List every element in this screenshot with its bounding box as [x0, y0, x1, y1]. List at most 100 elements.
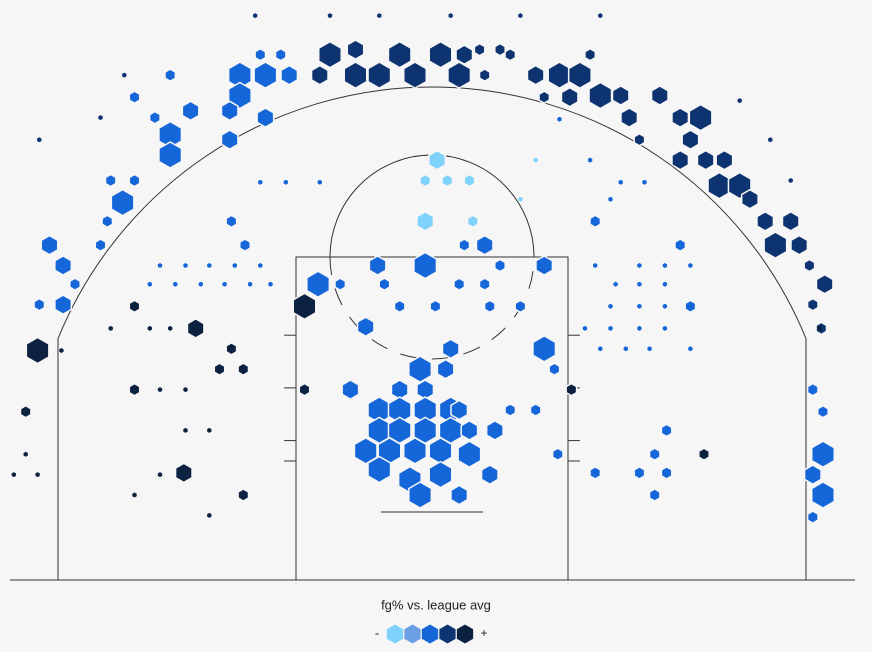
hex [157, 263, 163, 268]
hex [132, 492, 137, 498]
hex [441, 338, 460, 360]
hex [122, 72, 127, 78]
hex [237, 362, 250, 377]
hex [356, 316, 375, 338]
hex [441, 173, 454, 188]
hex [463, 173, 476, 188]
hex [518, 13, 523, 19]
hex [11, 472, 16, 478]
hex [436, 358, 455, 380]
hex [618, 179, 623, 185]
hex [598, 346, 603, 352]
hex [69, 277, 81, 292]
hex [377, 13, 382, 19]
hex [455, 44, 474, 66]
legend-title: fg% vs. league avg [381, 597, 491, 612]
hex [740, 188, 759, 210]
legend-swatch [438, 623, 457, 645]
hex [529, 403, 542, 417]
hex [147, 281, 152, 287]
hex [413, 251, 438, 280]
hex [222, 281, 227, 287]
hex [698, 447, 710, 462]
hex [688, 346, 693, 352]
hex [485, 420, 504, 441]
hex [478, 277, 491, 292]
hex [298, 382, 311, 397]
hex [480, 464, 499, 485]
hex [620, 107, 639, 128]
hex [608, 196, 613, 202]
hex [164, 68, 177, 82]
hex [660, 423, 673, 438]
hex [353, 436, 378, 465]
hex [608, 325, 613, 331]
hex [526, 64, 545, 86]
hex [557, 116, 562, 122]
hex [232, 263, 237, 268]
hex [247, 281, 253, 287]
legend-low: - [375, 625, 379, 640]
hex [790, 234, 809, 256]
hex [256, 107, 275, 128]
hex [504, 403, 517, 417]
hex [110, 188, 135, 217]
hex [458, 238, 471, 252]
hex [756, 210, 775, 232]
hex [608, 303, 613, 309]
hex [98, 115, 103, 121]
hex [560, 86, 579, 108]
free-throw-circle [329, 154, 535, 258]
hex [548, 362, 561, 377]
hex [168, 325, 173, 331]
hex [803, 464, 822, 485]
hex [532, 334, 557, 363]
hex [416, 210, 435, 232]
hex [763, 231, 788, 259]
hex [317, 40, 343, 69]
hex [589, 214, 602, 229]
hex [806, 382, 819, 397]
hex [253, 61, 278, 89]
hex [148, 110, 161, 125]
hex [547, 61, 572, 89]
hex [696, 149, 715, 171]
hex [428, 40, 453, 69]
hex [817, 404, 829, 419]
hex [207, 512, 212, 518]
hex [642, 179, 647, 185]
legend-swatches [385, 623, 475, 645]
hex [582, 325, 588, 331]
hex [429, 299, 442, 314]
hex [567, 61, 592, 89]
hex [810, 440, 836, 469]
three-point-arc [57, 86, 807, 339]
hex [147, 325, 152, 331]
hex [662, 263, 668, 268]
hex [54, 294, 73, 315]
hex [448, 13, 453, 19]
hex [533, 157, 538, 163]
hex [35, 472, 40, 478]
hex [54, 255, 73, 276]
hex [538, 90, 551, 105]
hex [633, 132, 646, 147]
hex [40, 234, 59, 256]
hex [428, 460, 453, 489]
hex [662, 281, 668, 287]
hex [274, 47, 287, 62]
hex [593, 263, 598, 268]
hex [419, 173, 432, 188]
hex [19, 404, 32, 419]
hex [387, 40, 412, 69]
hex [447, 61, 472, 89]
hex [660, 466, 673, 480]
hex [460, 420, 479, 441]
hex [623, 346, 628, 352]
legend-high: + [480, 626, 487, 640]
hex [402, 61, 428, 89]
hex [157, 472, 163, 478]
hex [674, 238, 687, 252]
hex [33, 297, 46, 312]
hex [589, 466, 602, 480]
